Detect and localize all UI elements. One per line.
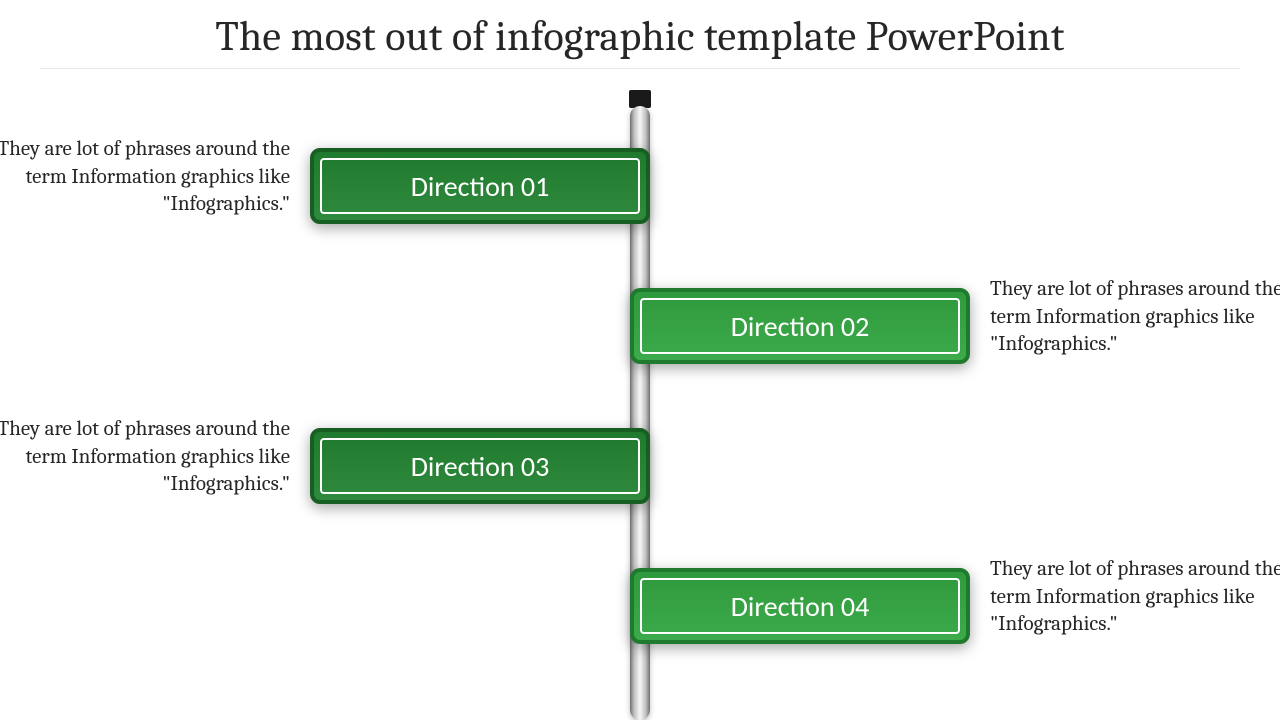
direction-sign-3: Direction 03 [310, 428, 650, 504]
direction-sign-4: Direction 04 [630, 568, 970, 644]
direction-desc-2: They are lot of phrases around the term … [990, 276, 1280, 359]
slide: The most out of infographic template Pow… [0, 0, 1280, 720]
direction-desc-3: They are lot of phrases around the term … [0, 416, 290, 499]
direction-desc-4: They are lot of phrases around the term … [990, 556, 1280, 639]
direction-sign-2: Direction 02 [630, 288, 970, 364]
direction-desc-1: They are lot of phrases around the term … [0, 136, 290, 219]
direction-sign-1: Direction 01 [310, 148, 650, 224]
slide-title: The most out of infographic template Pow… [0, 12, 1280, 61]
title-underline [40, 68, 1240, 69]
